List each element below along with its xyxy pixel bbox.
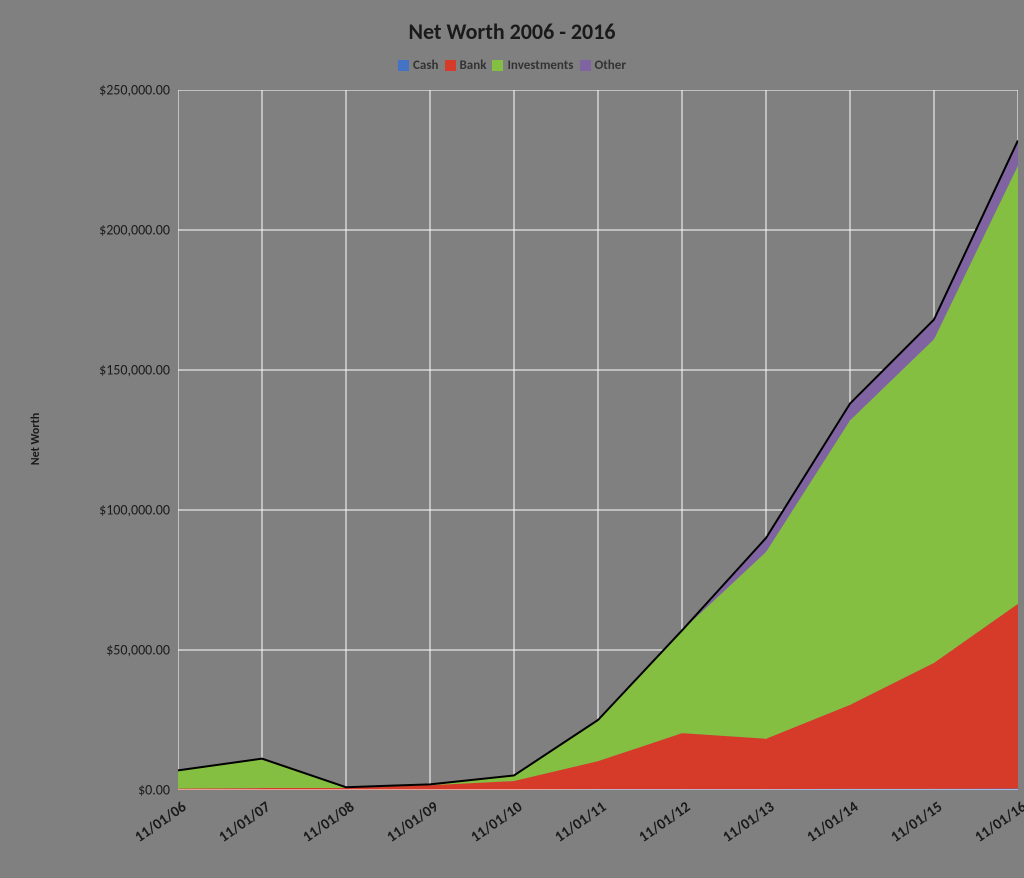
chart-title: Net Worth 2006 - 2016 — [0, 18, 1024, 45]
x-tick-label: 11/01/15 — [888, 798, 946, 846]
legend-item-cash: Cash — [398, 58, 438, 73]
chart-svg — [178, 90, 1018, 790]
legend-item-investments: Investments — [492, 58, 573, 73]
x-tick-label: 11/01/08 — [300, 798, 358, 846]
x-tick-label: 11/01/16 — [972, 798, 1024, 846]
x-tick-label: 11/01/07 — [216, 798, 274, 846]
x-tick-label: 11/01/09 — [384, 798, 442, 846]
y-tick-label: $200,000.00 — [99, 222, 178, 239]
plot-area: $0.00$50,000.00$100,000.00$150,000.00$20… — [178, 90, 1018, 790]
legend-label: Other — [595, 58, 626, 73]
net-worth-chart: Net Worth 2006 - 2016 Cash Bank Investment… — [0, 0, 1024, 878]
x-tick-label: 11/01/11 — [552, 798, 610, 846]
legend-swatch — [492, 60, 503, 71]
chart-legend: Cash Bank Investments Other — [0, 58, 1024, 73]
x-tick-label: 11/01/06 — [132, 798, 190, 846]
legend-item-other: Other — [580, 58, 626, 73]
x-tick-label: 11/01/14 — [804, 798, 862, 846]
legend-label: Cash — [413, 58, 438, 73]
x-tick-label: 11/01/13 — [720, 798, 778, 846]
legend-swatch — [398, 60, 409, 71]
y-axis-title: Net Worth — [29, 413, 43, 465]
legend-swatch — [580, 60, 591, 71]
y-tick-label: $100,000.00 — [99, 502, 178, 519]
legend-swatch — [445, 60, 456, 71]
x-tick-label: 11/01/12 — [636, 798, 694, 846]
x-tick-label: 11/01/10 — [468, 798, 526, 846]
y-tick-label: $0.00 — [138, 782, 178, 799]
legend-item-bank: Bank — [445, 58, 487, 73]
y-tick-label: $50,000.00 — [106, 642, 178, 659]
legend-label: Bank — [460, 58, 487, 73]
legend-label: Investments — [507, 58, 573, 73]
y-tick-label: $150,000.00 — [99, 362, 178, 379]
y-tick-label: $250,000.00 — [99, 82, 178, 99]
